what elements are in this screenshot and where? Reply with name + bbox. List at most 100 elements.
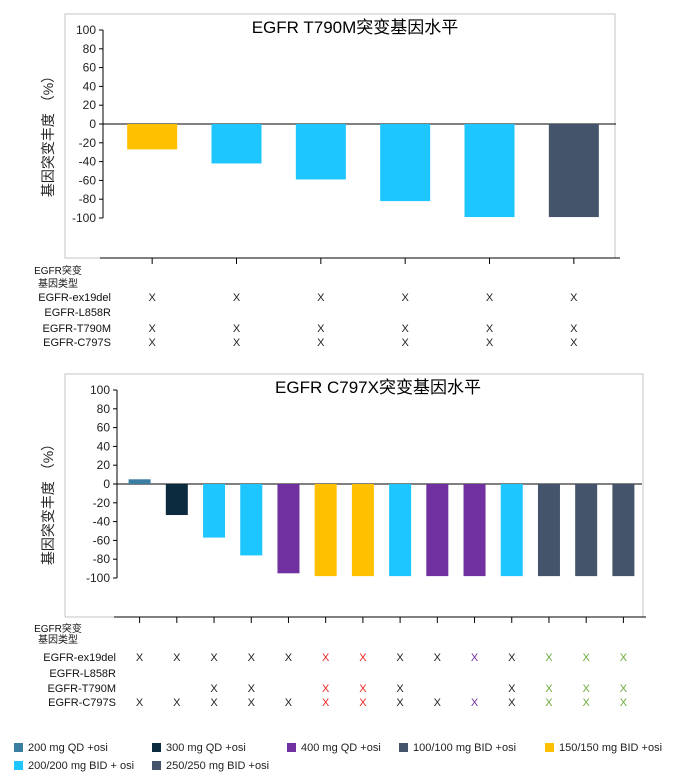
mutation-mark: X — [434, 652, 442, 664]
bar — [548, 124, 599, 218]
bar — [211, 124, 262, 164]
mutation-mark: X — [136, 697, 144, 709]
y-tick-label: -80 — [79, 192, 97, 206]
legend-swatch — [399, 743, 408, 752]
legend-label: 150/150 mg BID +osi — [559, 742, 663, 754]
mutation-mark: X — [173, 697, 181, 709]
mutation-mark: X — [486, 292, 494, 304]
legend-item: 150/150 mg BID +osi — [545, 742, 662, 754]
mutation-mark: X — [285, 652, 293, 664]
mutation-header: EGFR突变 — [34, 622, 82, 635]
y-tick-label: -100 — [86, 571, 110, 585]
mutation-mark: X — [508, 697, 516, 709]
mutation-mark: X — [401, 323, 409, 335]
bar — [380, 124, 431, 202]
legend-item: 200 mg QD +osi — [14, 742, 108, 754]
bar — [426, 484, 449, 577]
y-tick-label: 40 — [83, 79, 97, 93]
bar — [295, 124, 346, 180]
y-tick-label: 20 — [97, 458, 111, 472]
mutation-header: 基因类型 — [38, 633, 78, 646]
bar — [575, 484, 598, 577]
legend-swatch — [152, 743, 161, 752]
mutation-mark: X — [317, 323, 325, 335]
legend-label: 300 mg QD +osi — [166, 742, 246, 754]
y-tick-label: 80 — [97, 402, 111, 416]
legend-swatch — [14, 743, 23, 752]
bar — [463, 484, 486, 577]
mutation-mark: X — [317, 292, 325, 304]
mutation-mark: X — [173, 652, 181, 664]
mutation-mark: X — [570, 323, 578, 335]
mutation-row-label: EGFR-T790M — [48, 683, 116, 695]
mutation-mark: X — [471, 697, 479, 709]
mutation-mark: X — [583, 697, 591, 709]
mutation-mark: X — [359, 652, 367, 664]
legend-item: 100/100 mg BID +osi — [399, 742, 516, 754]
mutation-mark: X — [210, 652, 218, 664]
chart-title: EGFR T790M突变基因水平 — [252, 18, 459, 37]
mutation-mark: X — [322, 683, 330, 695]
mutation-row-label: EGFR-C797S — [48, 697, 116, 709]
mutation-mark: X — [210, 683, 218, 695]
mutation-mark: X — [545, 652, 553, 664]
mutation-row-label: EGFR-ex19del — [38, 292, 111, 304]
y-tick-label: -20 — [93, 496, 111, 510]
bar — [240, 484, 263, 556]
mutation-mark: X — [396, 652, 404, 664]
legend-item: 400 mg QD +osi — [287, 742, 381, 754]
mutation-mark: X — [570, 337, 578, 349]
y-tick-label: 60 — [83, 61, 97, 75]
mutation-mark: X — [248, 697, 256, 709]
y-axis-label: 基因突变丰度 （%） — [40, 437, 56, 565]
y-tick-label: -40 — [93, 515, 111, 529]
mutation-mark: X — [136, 652, 144, 664]
legend-item: 300 mg QD +osi — [152, 742, 246, 754]
mutation-header: 基因类型 — [38, 277, 78, 290]
bar — [537, 484, 560, 577]
mutation-row-label: EGFR-T790M — [43, 323, 111, 335]
mutation-mark: X — [248, 683, 256, 695]
mutation-mark: X — [210, 697, 218, 709]
legend-label: 200/200 mg BID + osi — [28, 760, 135, 772]
mutation-row-label: EGFR-L858R — [44, 307, 111, 319]
y-tick-label: -80 — [93, 552, 111, 566]
y-tick-label: 20 — [83, 98, 97, 112]
bar — [314, 484, 337, 577]
legend-swatch — [287, 743, 296, 752]
mutation-mark: X — [583, 683, 591, 695]
legend-label: 400 mg QD +osi — [301, 742, 381, 754]
mutation-mark: X — [359, 697, 367, 709]
mutation-mark: X — [148, 292, 156, 304]
mutation-mark: X — [486, 323, 494, 335]
y-tick-label: -20 — [79, 136, 97, 150]
mutation-mark: X — [396, 683, 404, 695]
y-tick-label: 80 — [83, 42, 97, 56]
mutation-mark: X — [317, 337, 325, 349]
bar — [612, 484, 635, 577]
mutation-mark: X — [359, 683, 367, 695]
y-tick-label: 60 — [97, 421, 111, 435]
bar — [128, 479, 151, 484]
y-tick-label: -40 — [79, 155, 97, 169]
mutation-row-label: EGFR-ex19del — [43, 652, 116, 664]
mutation-mark: X — [570, 292, 578, 304]
mutation-mark: X — [620, 683, 628, 695]
mutation-mark: X — [285, 697, 293, 709]
legend-item: 200/200 mg BID + osi — [14, 760, 134, 772]
mutation-mark: X — [233, 323, 241, 335]
mutation-mark: X — [620, 697, 628, 709]
mutation-mark: X — [233, 292, 241, 304]
y-tick-label: -60 — [79, 173, 97, 187]
legend-label: 250/250 mg BID +osi — [166, 760, 270, 772]
bar — [464, 124, 515, 218]
legend-swatch — [545, 743, 554, 752]
bar — [389, 484, 412, 577]
legend-swatch — [152, 761, 161, 770]
y-axis-label: 基因突变丰度 （%） — [40, 69, 56, 197]
bar — [351, 484, 374, 577]
legend-item: 250/250 mg BID +osi — [152, 760, 269, 772]
